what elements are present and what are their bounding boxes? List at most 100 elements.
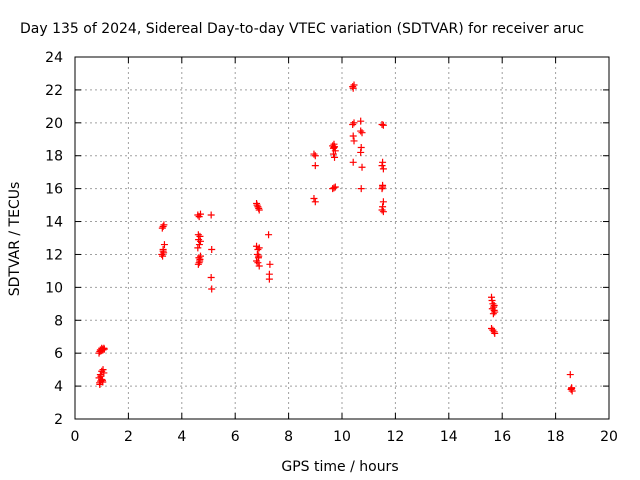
data-point: [357, 185, 365, 193]
y-tick-label: 20: [45, 116, 63, 132]
data-point: [255, 244, 263, 252]
data-point: [310, 195, 318, 203]
y-tick-label: 8: [54, 313, 63, 329]
data-point: [349, 84, 357, 92]
data-point: [196, 237, 204, 245]
data-point: [159, 222, 167, 230]
data-point: [160, 241, 168, 249]
data-point: [310, 150, 318, 158]
data-point: [208, 246, 216, 254]
data-point: [379, 208, 387, 216]
data-point: [331, 143, 339, 151]
data-point: [349, 132, 357, 140]
data-point: [358, 163, 366, 171]
y-tick-label: 18: [45, 149, 63, 165]
x-tick-label: 16: [493, 429, 511, 445]
x-tick-label: 12: [386, 429, 404, 445]
data-point: [378, 120, 386, 128]
y-tick-label: 2: [54, 412, 63, 428]
data-point: [96, 380, 104, 388]
y-tick-label: 22: [45, 83, 63, 99]
data-point: [357, 117, 365, 125]
data-point: [350, 137, 358, 145]
data-point: [160, 221, 168, 229]
data-point: [255, 252, 263, 260]
x-tick-label: 10: [333, 429, 351, 445]
y-tick-label: 14: [45, 215, 63, 231]
data-point: [207, 273, 215, 281]
x-tick-label: 6: [231, 429, 240, 445]
y-tick-label: 12: [45, 247, 63, 263]
x-tick-label: 18: [547, 429, 565, 445]
x-tick-label: 20: [600, 429, 618, 445]
x-tick-label: 8: [284, 429, 293, 445]
grid-layer: [75, 57, 609, 419]
x-axis-label: GPS time / hours: [281, 459, 398, 475]
data-point: [379, 183, 387, 191]
data-point: [207, 211, 215, 219]
y-tick-label: 6: [54, 346, 63, 362]
data-point: [100, 345, 108, 353]
data-point: [195, 241, 203, 249]
data-point: [330, 184, 338, 192]
data-point: [488, 297, 496, 305]
data-point: [255, 204, 263, 212]
data-point: [196, 210, 204, 218]
y-tick-label: 10: [45, 280, 63, 296]
data-point: [489, 310, 497, 318]
y-tick-label: 16: [45, 182, 63, 198]
data-point: [265, 231, 273, 239]
data-point: [253, 250, 261, 258]
data-point: [311, 152, 319, 160]
data-point: [194, 244, 202, 252]
data-point: [350, 119, 358, 127]
data-point: [208, 285, 216, 293]
data-point: [358, 129, 366, 137]
data-point: [159, 247, 167, 255]
data-point: [357, 148, 365, 156]
data-point: [311, 162, 319, 170]
y-tick-label: 4: [54, 379, 63, 395]
data-point: [349, 120, 357, 128]
data-point: [196, 255, 204, 263]
data-point: [99, 366, 107, 374]
data-point: [378, 162, 386, 170]
data-point: [97, 372, 105, 380]
data-point: [99, 346, 107, 354]
data-point: [350, 81, 358, 89]
x-tick-label: 4: [177, 429, 186, 445]
x-tick-label: 2: [124, 429, 133, 445]
data-point: [254, 259, 262, 267]
data-point: [266, 260, 274, 268]
chart-title: Day 135 of 2024, Sidereal Day-to-day VTE…: [20, 21, 584, 37]
y-tick-label: 24: [45, 50, 63, 66]
data-point: [566, 371, 574, 379]
data-point: [253, 201, 261, 209]
data-point: [379, 121, 387, 129]
data-point: [158, 224, 166, 232]
data-point: [255, 262, 263, 270]
data-point: [357, 127, 365, 135]
data-point: [311, 198, 319, 206]
data-point: [329, 144, 337, 152]
data-point: [379, 165, 387, 173]
y-axis-label: SDTVAR / TECUs: [7, 182, 23, 297]
data-point: [254, 203, 262, 211]
data-point: [195, 259, 203, 267]
data-point: [194, 260, 202, 268]
data-point: [349, 158, 357, 166]
data-point: [378, 206, 386, 214]
data-point: [490, 301, 498, 309]
data-point: [99, 376, 107, 384]
data-point: [265, 275, 273, 283]
data-point: [379, 198, 387, 206]
data-point: [331, 153, 339, 161]
data-point: [331, 183, 339, 191]
x-tick-label: 14: [440, 429, 458, 445]
point-layer: [95, 81, 576, 395]
data-point: [491, 329, 499, 337]
data-point: [253, 257, 261, 265]
